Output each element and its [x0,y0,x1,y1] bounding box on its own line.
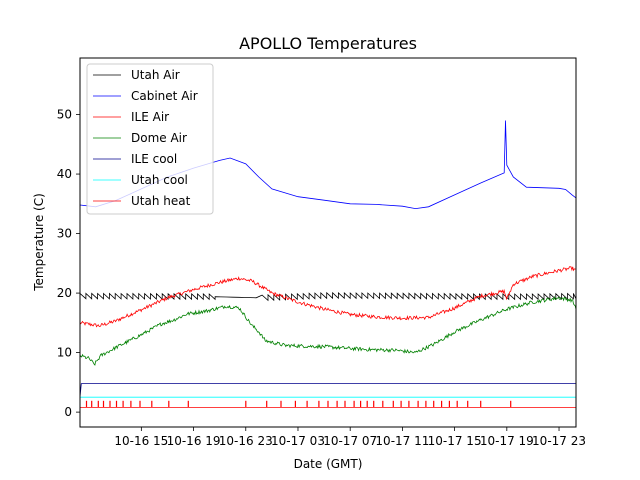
legend-box [86,63,214,215]
ile-air-legend-label: ILE Air [131,110,169,124]
y-tick-label: 30 [57,227,72,241]
y-tick-label: 0 [64,405,72,419]
y-tick-label: 50 [57,108,72,122]
x-tick-label: 10-17 19 [480,434,534,448]
utah-heat-legend-label: Utah heat [131,194,191,208]
x-tick-label: 10-16 15 [114,434,168,448]
cabinet-air-legend-label: Cabinet Air [131,89,198,103]
ile-cool-legend-label: ILE cool [131,152,177,166]
utah-air-line [79,291,577,302]
plot-frame [79,57,577,428]
utah-air-legend-label: Utah Air [131,68,180,82]
x-tick-label: 10-17 15 [428,434,482,448]
y-tick-label: 10 [57,346,72,360]
dome-air-line [79,295,577,366]
x-tick-label: 10-16 23 [219,434,273,448]
legend: Utah Air Cabinet Air ILE Air Dome Air ILE co… [86,63,214,215]
ile-air-line [79,266,577,328]
x-tick-label: 10-17 03 [271,434,325,448]
x-tick-label: 10-16 19 [167,434,221,448]
x-tick-label: 10-17 07 [323,434,377,448]
x-tick-label: 10-17 11 [375,434,429,448]
x-axis-label: Date (GMT) [294,457,363,471]
y-tick-label: 40 [57,167,72,181]
chart-title: APOLLO Temperatures [239,34,417,53]
dome-air-legend-label: Dome Air [131,131,187,145]
x-tick-label: 10-17 23 [532,434,586,448]
utah-heat-pulses [85,400,512,408]
utah-cool-legend-label: Utah cool [131,173,188,187]
y-axis-label: Temperature (C) [32,193,46,292]
y-tick-label: 20 [57,286,72,300]
